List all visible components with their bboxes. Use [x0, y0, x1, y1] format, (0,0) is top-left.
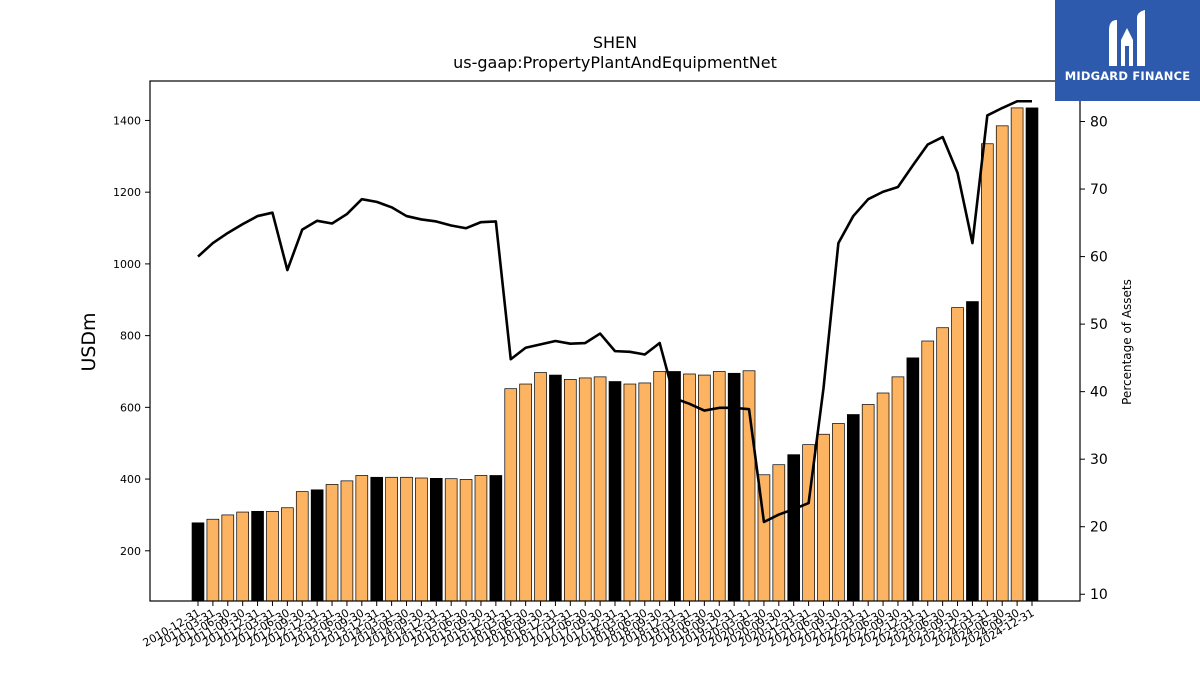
bar-2015-06-30	[459, 479, 473, 602]
y-tick-label: 600	[120, 401, 141, 414]
bar-2020-03-31	[742, 370, 756, 602]
logo-mark-icon	[1109, 10, 1145, 66]
bar-2019-09-30	[712, 371, 726, 602]
bar-2017-12-31	[608, 381, 622, 602]
bar-2019-03-31	[683, 373, 696, 602]
bar-2018-03-31	[623, 383, 637, 602]
bar-2018-12-31	[668, 371, 681, 602]
bar-2022-06-30	[876, 392, 890, 602]
y-tick-label: 1400	[113, 114, 141, 127]
bar-2023-06-30	[936, 327, 949, 602]
bar-2023-03-31	[921, 340, 935, 602]
bar-2023-12-31	[966, 301, 979, 602]
bar-2022-03-31	[861, 404, 875, 602]
bar-2013-06-30	[340, 480, 354, 602]
bar-2010-12-31	[191, 522, 205, 602]
bar-2021-06-30	[817, 433, 830, 602]
x-axis: 2010-12-312011-03-312011-06-302011-09-30…	[141, 601, 1037, 650]
bar-2017-06-30	[578, 377, 592, 602]
y2-tick-label: 80	[1090, 115, 1108, 131]
y2-tick-label: 30	[1090, 452, 1108, 468]
chart-subtitle: us-gaap:PropertyPlantAndEquipmentNet	[453, 53, 777, 72]
bar-2016-06-30	[519, 383, 532, 602]
bar-2014-06-30	[400, 476, 413, 602]
bar-2018-09-30	[653, 371, 666, 602]
y-tick-label: 1200	[113, 186, 141, 199]
bar-2022-12-31	[906, 357, 920, 602]
bar-2016-12-31	[549, 374, 562, 602]
y2-tick-label: 10	[1090, 587, 1108, 603]
midgard-finance-logo: MIDGARD FINANCE	[1055, 0, 1200, 101]
bar-2012-12-31	[310, 489, 324, 602]
bar-2012-09-30	[295, 491, 309, 602]
y-axis-right: 10 20 30 40 50 60 70 80	[1080, 115, 1108, 603]
bar-2015-03-31	[444, 478, 458, 602]
bar-2012-06-30	[281, 507, 294, 602]
bar-2012-03-31	[266, 510, 279, 602]
y2-axis-label: Percentage of Assets	[1120, 279, 1134, 405]
bar-2011-06-30	[221, 514, 235, 602]
bar-2017-09-30	[593, 376, 607, 602]
bar-2021-09-30	[832, 423, 845, 602]
bar-2018-06-30	[638, 382, 652, 602]
bar-2024-09-30	[1010, 107, 1024, 602]
chart-title: SHEN	[593, 33, 637, 52]
bar-2020-09-30	[772, 464, 786, 602]
y-tick-label: 200	[120, 545, 141, 558]
bar-2013-09-30	[355, 475, 369, 602]
y-tick-label: 800	[120, 330, 141, 343]
bar-2015-09-30	[474, 475, 488, 602]
bar-2024-03-31	[981, 143, 994, 602]
bar-2023-09-30	[951, 307, 964, 602]
y2-tick-label: 60	[1090, 250, 1108, 266]
bar-2013-12-31	[370, 476, 384, 602]
line-series	[197, 99, 1032, 524]
y2-tick-label: 50	[1090, 317, 1108, 333]
bar-2021-12-31	[846, 414, 860, 602]
bar-2011-03-31	[206, 518, 220, 602]
y2-tick-label: 40	[1090, 385, 1108, 401]
bar-2011-12-31	[251, 510, 264, 602]
bar-2022-09-30	[891, 376, 905, 602]
bar-2013-03-31	[325, 484, 339, 602]
bar-2014-03-31	[385, 476, 398, 602]
bar-2017-03-31	[564, 379, 577, 602]
y2-tick-label: 20	[1090, 520, 1108, 536]
bar-2024-12-31	[1025, 107, 1039, 602]
logo-text: MIDGARD FINANCE	[1064, 69, 1191, 83]
bar-2011-09-30	[236, 511, 249, 602]
percentage-of-assets-line	[197, 99, 1032, 524]
bar-2016-03-31	[504, 388, 518, 602]
bar-2014-09-30	[415, 477, 428, 602]
bar-2015-12-31	[489, 475, 503, 602]
y2-tick-label: 70	[1090, 182, 1108, 198]
bar-2016-09-30	[534, 372, 547, 602]
y-axis-label: USDm	[78, 312, 100, 371]
bar-2024-06-30	[995, 125, 1009, 602]
bar-series	[191, 107, 1039, 602]
y-axis-left: 200 400 600 800 1000 1200 1400	[113, 114, 150, 558]
y-tick-label: 400	[120, 473, 141, 486]
y-tick-label: 1000	[113, 258, 141, 271]
bar-2020-12-31	[787, 454, 801, 602]
bar-2014-12-31	[429, 478, 443, 602]
